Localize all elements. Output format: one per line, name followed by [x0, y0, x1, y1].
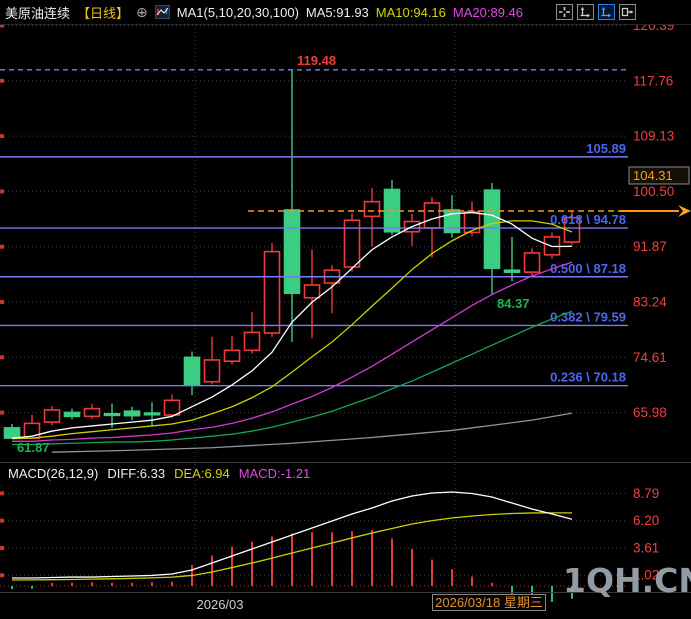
- macd-diff-line: [12, 491, 573, 579]
- price-axis-label: 91.87: [633, 239, 667, 254]
- axis-tick: [0, 189, 4, 194]
- top-bar: 美原油连续 【日线】 ⊕ MA1(5,10,20,30,100) MA5:91.…: [0, 0, 691, 25]
- candle-body: [223, 349, 241, 363]
- ma-line-ma100: [51, 412, 573, 453]
- fib-level-label: 0.500 \ 87.18: [550, 261, 626, 276]
- candle-body: [563, 216, 581, 243]
- candle-body: [263, 250, 281, 334]
- ma-settings-label: MA1(5,10,20,30,100): [176, 4, 299, 20]
- price-arrow-icon: [678, 205, 691, 218]
- fib-level-label: 0.236 \ 70.18: [550, 370, 626, 385]
- current-date-box: [432, 594, 546, 611]
- candle-body: [203, 359, 221, 383]
- axis-tick: [0, 410, 4, 415]
- macd-dea-line: [11, 512, 572, 581]
- chart-type-icon[interactable]: [154, 5, 170, 19]
- candle-body: [443, 209, 461, 234]
- candle-body: [43, 409, 61, 423]
- candle-body: [103, 412, 121, 417]
- fib-level-label: 105.89: [586, 141, 626, 156]
- ma-line-ma20: [12, 261, 573, 442]
- toolbar-icon-group: [556, 4, 636, 20]
- macd-settings-label: MACD(26,12,9): [8, 466, 99, 481]
- watermark: 1QH.CN: [563, 561, 691, 600]
- axis-scale-icon[interactable]: [598, 4, 615, 20]
- current-price-value: 104.31: [633, 168, 673, 183]
- axis-right-icon[interactable]: [619, 4, 636, 20]
- price-axis-labels: 126.39117.76109.13100.5091.8783.2474.616…: [628, 18, 690, 420]
- price-axis-label: 74.61: [633, 350, 667, 365]
- macd-pane: 8.79 6.20 3.61 1.02: [0, 486, 659, 602]
- axis-tick: [0, 300, 4, 305]
- period-label: 【日线】: [77, 5, 130, 21]
- candle-body: [243, 331, 261, 352]
- swing-annotation: 61.87: [17, 440, 50, 455]
- time-axis: 2026/03 2026/03/18 星期三: [197, 594, 546, 612]
- fib-level-label: 0.382 \ 79.59: [550, 309, 626, 324]
- candle-body: [283, 209, 301, 295]
- pan-crosshair-icon[interactable]: [556, 4, 573, 20]
- ma20-value: MA20:89.46: [452, 4, 523, 20]
- price-axis-label: 100.50: [633, 184, 674, 199]
- fibonacci-levels: 105.89 0.618 \ 94.78 0.500 \ 87.18 0.382 \ …: [0, 69, 628, 387]
- time-label-left: 2026/03: [197, 597, 244, 612]
- price-axis-label: 65.98: [633, 405, 667, 420]
- macd-axis-label: 1.02: [633, 568, 659, 583]
- circle-plus-icon[interactable]: ⊕: [136, 4, 148, 20]
- candle-body: [523, 252, 541, 273]
- macd-axis-label: 8.79: [633, 486, 659, 501]
- axis-tick: [0, 244, 4, 249]
- last-price-line: [248, 205, 691, 218]
- candle-body: [143, 412, 161, 416]
- price-axis-label: 109.13: [633, 129, 674, 144]
- macd-axis-label: 3.61: [633, 540, 659, 555]
- candle-body: [183, 356, 201, 386]
- candle-body: [163, 399, 181, 416]
- candle-body: [463, 211, 481, 234]
- ma-line-ma10: [11, 220, 573, 440]
- moving-average-lines: [11, 211, 573, 453]
- swing-annotation: 84.37: [497, 296, 530, 311]
- macd-axis-label: 6.20: [633, 513, 659, 528]
- axis-tick: [0, 355, 4, 360]
- candle-body: [123, 410, 141, 417]
- fib-level-label: 0.618 \ 94.78: [550, 212, 626, 227]
- candle-body: [3, 427, 21, 439]
- ma-line-ma5: [11, 211, 573, 439]
- current-price-box: [628, 166, 690, 185]
- axis-tick: [0, 78, 4, 83]
- title-group: 美原油连续 【日线】 ⊕ MA1(5,10,20,30,100) MA5:91.…: [0, 3, 523, 22]
- candle-body: [83, 407, 101, 418]
- axis-tick: [0, 23, 4, 28]
- price-axis-label: 83.24: [633, 295, 667, 310]
- candles: [3, 69, 581, 439]
- candle-body: [423, 202, 441, 229]
- ma5-value: MA5:91.93: [305, 4, 369, 20]
- annotations: 119.48 84.37 61.87: [17, 53, 530, 455]
- candle-body: [63, 411, 81, 418]
- candle-body: [483, 189, 501, 270]
- macd-macd-value: MACD:-1.21: [238, 466, 311, 481]
- swing-annotation: 119.48: [297, 53, 336, 68]
- ma10-value: MA10:94.16: [375, 4, 446, 20]
- macd-diff-value: DIFF:6.33: [107, 466, 166, 481]
- pane-separators: [0, 462, 691, 593]
- macd-header: MACD(26,12,9) DIFF:6.33 DEA:6.94 MACD:-1…: [8, 466, 310, 481]
- symbol-name: 美原油连续: [5, 5, 71, 21]
- candle-body: [343, 219, 361, 268]
- axis-tick: [0, 134, 4, 139]
- time-label-current: 2026/03/18 星期三: [435, 595, 543, 610]
- axis-left-icon[interactable]: [577, 4, 594, 20]
- gridlines: [0, 23, 628, 592]
- price-axis-label: 117.76: [633, 73, 673, 88]
- candle-body: [363, 200, 381, 218]
- candle-body: [303, 284, 321, 299]
- ma-line-ma30: [12, 310, 573, 446]
- macd-dea-value: DEA:6.94: [174, 466, 230, 481]
- candle-body: [503, 269, 521, 273]
